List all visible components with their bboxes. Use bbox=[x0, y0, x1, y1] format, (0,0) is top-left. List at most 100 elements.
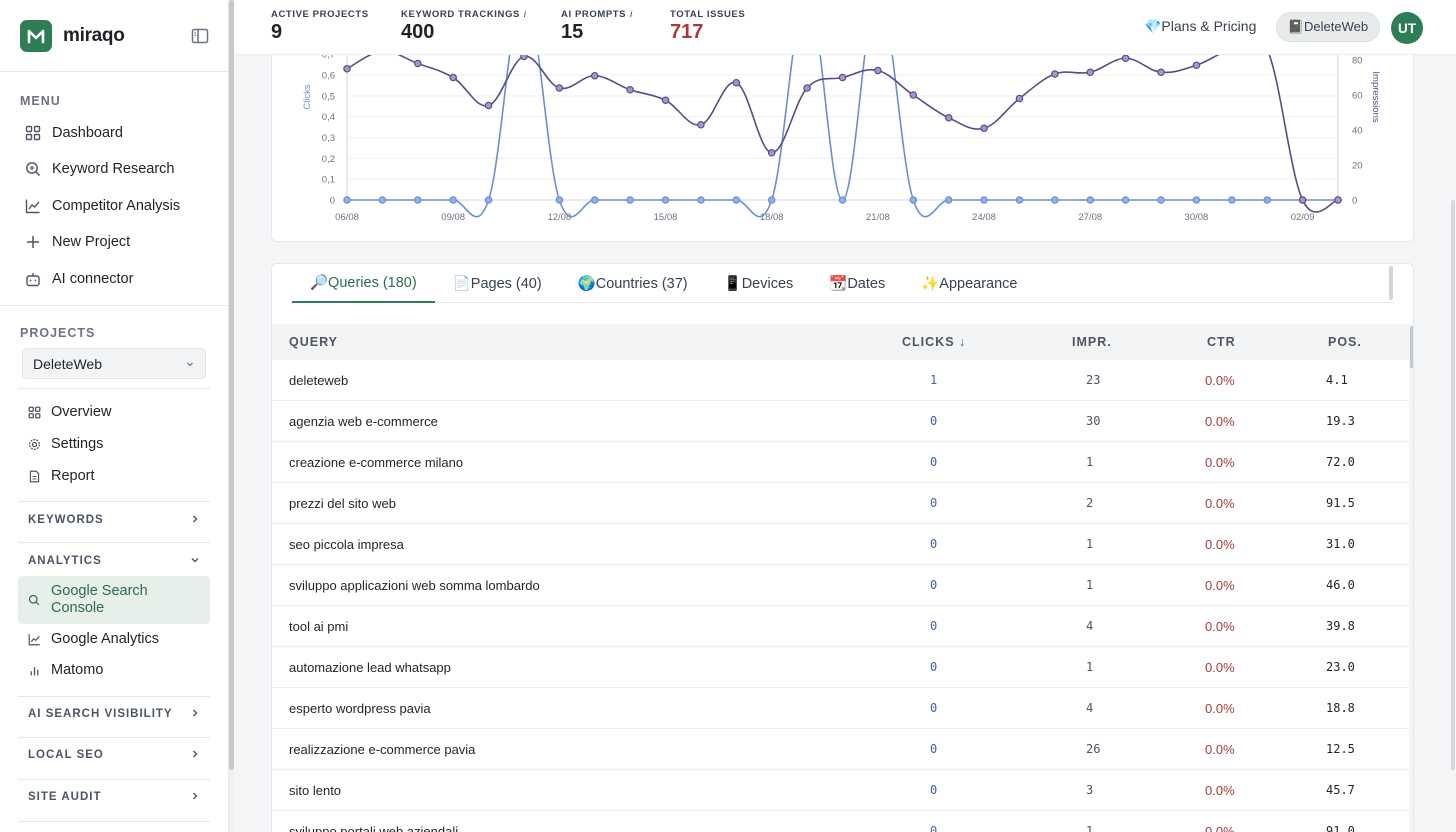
table-row[interactable]: creazione e-commerce milano 0 1 0.0% 72.0 bbox=[272, 442, 1409, 483]
cell-position: 23.0 bbox=[1326, 660, 1355, 674]
data-point-impressions bbox=[732, 78, 741, 87]
tab-devices[interactable]: 📱Devices bbox=[723, 276, 794, 292]
sidebar-item-competitor-analysis[interactable]: Competitor Analysis bbox=[24, 194, 180, 218]
table-row[interactable]: realizzazione e-commerce pavia 0 26 0.0% 12.… bbox=[272, 729, 1409, 770]
cell-clicks: 0 bbox=[930, 660, 938, 674]
y-left-tick-label: 0,4 bbox=[322, 112, 335, 123]
column-header-ctr[interactable]: CTR bbox=[1207, 335, 1236, 349]
brand[interactable]: miraqo bbox=[20, 20, 125, 52]
sidebar-item-label: Google Analytics bbox=[51, 631, 160, 647]
group-analytics[interactable]: ANALYTICS bbox=[18, 543, 210, 579]
data-point-impressions bbox=[1121, 54, 1130, 63]
data-point-clicks bbox=[1228, 196, 1236, 204]
cell-impressions: 1 bbox=[1086, 455, 1094, 469]
data-point-clicks bbox=[1015, 196, 1024, 204]
y-right-tick-label: 40 bbox=[1352, 126, 1363, 137]
cell-query: seo piccola impresa bbox=[289, 537, 404, 552]
tabs-scrollbar[interactable] bbox=[1389, 266, 1393, 300]
group-keywords[interactable]: KEYWORDS bbox=[18, 502, 210, 538]
group-site-audit[interactable]: SITE AUDIT bbox=[18, 779, 210, 815]
y-right-axis-label: Impressions bbox=[1370, 71, 1381, 122]
search-icon bbox=[28, 593, 42, 607]
cell-ctr: 0.0% bbox=[1205, 783, 1235, 798]
cell-ctr: 0.0% bbox=[1205, 414, 1235, 429]
tab-queries[interactable]: 🔎Queries (180) bbox=[292, 264, 435, 303]
table-row[interactable]: agenzia web e-commerce 0 30 0.0% 19.3 bbox=[272, 401, 1409, 442]
table-row[interactable]: sviluppo portali web aziendali 0 1 0.0% 91.0 bbox=[272, 811, 1409, 832]
table-row[interactable]: automazione lead whatsapp 0 1 0.0% 23.0 bbox=[272, 647, 1409, 688]
y-left-tick-label: 0,6 bbox=[322, 71, 335, 82]
cell-impressions: 23 bbox=[1086, 373, 1101, 387]
column-header-clicks[interactable]: CLICKS ↓ bbox=[902, 335, 967, 349]
sidebar-item-settings[interactable]: Settings bbox=[28, 436, 103, 452]
stat-label: TOTAL ISSUES bbox=[670, 9, 746, 20]
table-row[interactable]: seo piccola impresa 0 1 0.0% 31.0 bbox=[272, 524, 1409, 565]
performance-chart-card: 0 0,1 0,2 0,3 0,4 0,5 0,6 0,7 0 20 40 60 80 06/08 09/0… bbox=[271, 30, 1414, 242]
cell-clicks: 0 bbox=[930, 578, 938, 592]
table-scrollbar[interactable] bbox=[1409, 324, 1413, 832]
table-row[interactable]: prezzi del sito web 0 2 0.0% 91.5 bbox=[272, 483, 1409, 524]
stat-total-issues: TOTAL ISSUES 717 bbox=[670, 9, 745, 44]
group-local-seo[interactable]: LOCAL SEO bbox=[18, 737, 210, 773]
line-chart-icon bbox=[28, 632, 42, 646]
data-point-impressions bbox=[909, 91, 918, 99]
tab-countries[interactable]: 🌍Countries (37) bbox=[577, 276, 688, 292]
tab-dates[interactable]: 📆Dates bbox=[829, 276, 886, 292]
data-point-clicks bbox=[732, 196, 741, 204]
main-scrollbar-thumb[interactable] bbox=[1451, 200, 1455, 770]
sidebar-item-new-project[interactable]: New Project bbox=[24, 230, 130, 254]
cell-ctr: 0.0% bbox=[1205, 660, 1235, 675]
plans-pricing-link[interactable]: 💎Plans & Pricing bbox=[1144, 18, 1257, 34]
x-tick-label: 15/08 bbox=[654, 212, 678, 223]
table-row[interactable]: sviluppo applicazioni web somma lombardo… bbox=[272, 565, 1409, 606]
cell-query: agenzia web e-commerce bbox=[289, 414, 438, 429]
sidebar-item-overview[interactable]: Overview bbox=[28, 404, 111, 420]
table-row[interactable]: esperto wordpress pavia 0 4 0.0% 18.8 bbox=[272, 688, 1409, 729]
tab-appearance[interactable]: ✨Appearance bbox=[921, 276, 1018, 292]
cell-query: sviluppo applicazioni web somma lombardo bbox=[289, 578, 540, 593]
sidebar-item-google-search-console[interactable]: Google Search Console bbox=[28, 583, 198, 617]
data-point-clicks bbox=[1192, 196, 1201, 204]
data-point-impressions bbox=[343, 64, 351, 73]
table-row[interactable]: tool ai pmi 0 4 0.0% 39.8 bbox=[272, 606, 1409, 647]
cell-ctr: 0.0% bbox=[1205, 496, 1235, 511]
column-header-impressions[interactable]: IMPR. bbox=[1072, 335, 1112, 349]
cell-query: deleteweb bbox=[289, 373, 349, 388]
data-point-clicks bbox=[590, 196, 599, 204]
table-row[interactable]: sito lento 0 3 0.0% 45.7 bbox=[272, 770, 1409, 811]
plus-icon bbox=[24, 234, 41, 251]
project-select[interactable]: DeleteWeb bbox=[22, 348, 206, 379]
performance-chart: 0 0,1 0,2 0,3 0,4 0,5 0,6 0,7 0 20 40 60 80 06/08 09/0… bbox=[302, 31, 1381, 223]
table-row[interactable]: deleteweb 1 23 0.0% 4.1 bbox=[272, 360, 1409, 401]
project-switcher-button[interactable]: 📓DeleteWeb bbox=[1276, 12, 1380, 42]
cell-ctr: 0.0% bbox=[1205, 373, 1235, 388]
sidebar-scrollbar-thumb[interactable] bbox=[229, 0, 234, 770]
data-point-impressions bbox=[413, 59, 422, 68]
column-header-position[interactable]: POS. bbox=[1328, 335, 1362, 349]
group-ai-search-visibility[interactable]: AI SEARCH VISIBILITY bbox=[18, 696, 210, 732]
info-icon[interactable]: i bbox=[523, 9, 527, 20]
y-left-tick-label: 0,2 bbox=[322, 154, 335, 165]
sidebar-item-report[interactable]: Report bbox=[28, 468, 95, 484]
data-point-impressions bbox=[767, 148, 776, 157]
x-tick-label: 02/09 bbox=[1291, 212, 1315, 223]
data-point-clicks bbox=[1086, 196, 1095, 204]
tab-pages[interactable]: 📄Pages (40) bbox=[452, 276, 542, 292]
sidebar-item-google-analytics[interactable]: Google Analytics bbox=[28, 631, 159, 647]
data-point-clicks bbox=[1121, 196, 1130, 204]
cell-ctr: 0.0% bbox=[1205, 455, 1235, 470]
data-point-clicks bbox=[909, 196, 918, 204]
sidebar-item-dashboard[interactable]: Dashboard bbox=[24, 121, 123, 145]
sidebar-item-keyword-research[interactable]: Keyword Research bbox=[24, 157, 175, 181]
data-point-clicks bbox=[484, 196, 493, 204]
column-header-query[interactable]: QUERY bbox=[289, 335, 338, 349]
data-point-impressions bbox=[1051, 70, 1059, 78]
cell-position: 46.0 bbox=[1326, 578, 1355, 592]
sidebar-item-ai-connector[interactable]: AI connector bbox=[24, 267, 133, 291]
sidebar-item-matomo[interactable]: Matomo bbox=[28, 662, 103, 678]
sidebar-toggle-icon[interactable] bbox=[190, 26, 210, 46]
info-icon[interactable]: i bbox=[630, 9, 633, 20]
avatar[interactable]: UT bbox=[1391, 12, 1423, 44]
data-point-impressions bbox=[838, 73, 847, 82]
table-scrollbar-thumb[interactable] bbox=[1410, 326, 1413, 368]
